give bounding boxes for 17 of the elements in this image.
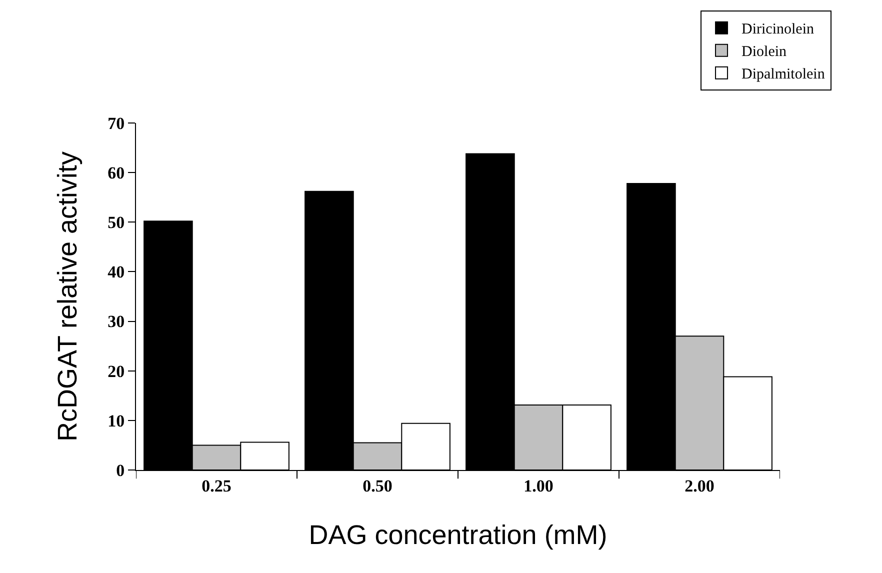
y-tick-label: 30 — [108, 312, 125, 332]
y-tick-label: 20 — [108, 362, 125, 381]
y-tick-label: 0 — [116, 460, 125, 480]
y-tick-label: 60 — [108, 164, 125, 183]
legend-label: Diricinolein — [742, 22, 814, 38]
x-tick-label: 2.00 — [684, 476, 714, 496]
y-axis-title: RcDGAT relative activity — [52, 150, 83, 442]
y-tick-label: 70 — [108, 114, 125, 133]
y-tick-label: 40 — [108, 262, 125, 282]
x-axis-title: DAG concentration (mM) — [308, 520, 608, 550]
legend-label: Diolein — [742, 44, 788, 60]
x-tick-label: 1.00 — [524, 476, 554, 496]
y-tick-label: 10 — [108, 411, 125, 430]
legend-label: Dipalmitolein — [742, 66, 826, 83]
x-tick-label: 0.50 — [362, 476, 392, 496]
y-tick-label: 50 — [108, 213, 125, 232]
x-tick-label: 0.25 — [202, 476, 232, 496]
